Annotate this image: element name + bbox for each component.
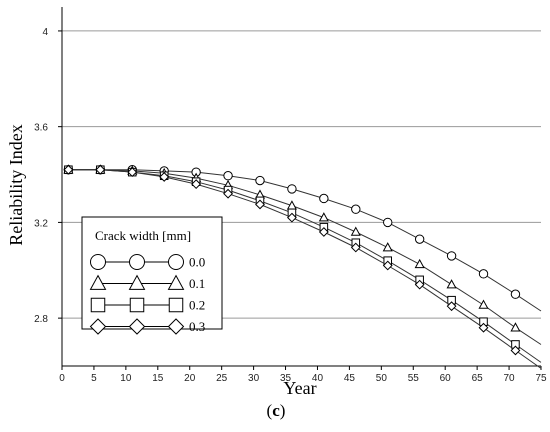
x-tick-label-45: 45 [344,373,356,384]
legend-title: Crack width [mm] [95,228,191,243]
y-ticks: 2.8 3.2 3.6 4 [34,27,62,325]
x-tick-label-75: 75 [535,373,547,384]
x-tick-label-5: 5 [91,373,97,384]
series-3-point-3 [159,172,170,182]
x-tick-label-70: 70 [504,373,516,384]
legend-label-3: 0.3 [189,319,205,334]
legend-marker-0-2 [168,254,184,270]
series-1-point-12 [446,279,457,289]
legend-marker-1-1 [128,274,146,290]
series-line-3 [68,169,542,369]
figure-caption: (c) [267,401,286,420]
series-1-point-8 [318,212,329,222]
series-3-point-13 [478,322,489,333]
series-0-point-6 [255,175,265,186]
series-3-point-9 [350,242,361,253]
x-tick-label-0: 0 [59,373,65,384]
series-3-point-4 [191,179,202,190]
series-1-point-13 [478,299,489,309]
series-0-point-5 [223,171,233,181]
x-tick-label-15: 15 [152,373,164,384]
legend-marker-2-1 [129,297,145,313]
series-3-point-1 [95,164,106,175]
series-line-0 [68,169,542,312]
series-3-point-5 [223,188,233,199]
legend-label-1: 0.1 [189,276,205,291]
y-tick-label-0: 2.8 [34,314,48,325]
series-3-point-10 [382,260,393,271]
series-0-point-11 [414,234,425,244]
y-tick-label-1: 3.2 [34,218,48,229]
legend: Crack width [mm] 0.0 0.1 0.2 0.3 [81,216,223,335]
caption-letter: c [272,401,280,420]
series-3-point-7 [287,212,297,223]
axes [61,7,541,367]
series-3-point-8 [318,227,329,237]
legend-marker-2-2 [168,297,184,313]
y-tick-label-2: 3.6 [34,123,48,134]
legend-marker-3-1 [128,318,146,335]
series-line-2 [68,169,542,363]
x-tick-label-55: 55 [408,373,420,384]
series-3-point-14 [510,345,521,356]
series-0-point-8 [319,193,329,204]
series-0-point-7 [287,184,297,194]
y-tick-label-3: 4 [42,27,48,38]
legend-marker-3-0 [89,318,107,335]
series-3-point-12 [446,301,457,312]
legend-marker-0-1 [129,254,145,270]
x-tick-label-50: 50 [376,373,388,384]
series-0-point-9 [351,204,361,214]
series-1-point-9 [350,226,361,236]
series-0-point-14 [510,289,521,299]
legend-box [81,216,223,330]
series-3-point-2 [127,167,138,178]
series-0-point-12 [446,251,457,261]
series-1-point-10 [382,242,393,252]
series-0-point-10 [383,217,393,228]
x-tick-label-25: 25 [216,373,228,384]
series-3-point-6 [255,199,265,210]
series-1-point-11 [414,258,425,269]
series-3-point-11 [414,279,425,290]
legend-marker-3-2 [167,318,185,335]
legend-marker-1-0 [89,274,107,290]
series-0-point-13 [478,269,489,279]
legend-marker-0-0 [90,254,106,270]
x-tick-label-30: 30 [248,373,260,384]
y-axis-title: Reliability Index [6,124,26,245]
legend-label-0: 0.0 [189,255,205,270]
series-group [63,164,542,369]
series-line-1 [68,169,542,345]
legend-marker-1-2 [167,274,185,290]
x-axis-title: Year [283,378,316,398]
x-tick-label-20: 20 [184,373,196,384]
series-3-point-0 [63,164,74,175]
x-tick-label-60: 60 [440,373,452,384]
legend-marker-2-0 [90,297,106,313]
x-tick-label-65: 65 [472,373,484,384]
x-tick-label-35: 35 [280,373,292,384]
x-ticks: 0 5 10 15 20 25 30 35 40 45 50 55 60 65 70 75 [59,366,547,384]
legend-label-2: 0.2 [189,298,205,313]
series-1-point-14 [510,322,521,332]
legend-rows: 0.0 0.1 0.2 0.3 [89,254,205,335]
x-tick-label-10: 10 [120,373,132,384]
x-tick-label-40: 40 [312,373,324,384]
caption-open: ( [267,401,273,420]
caption-close: ) [280,401,286,420]
